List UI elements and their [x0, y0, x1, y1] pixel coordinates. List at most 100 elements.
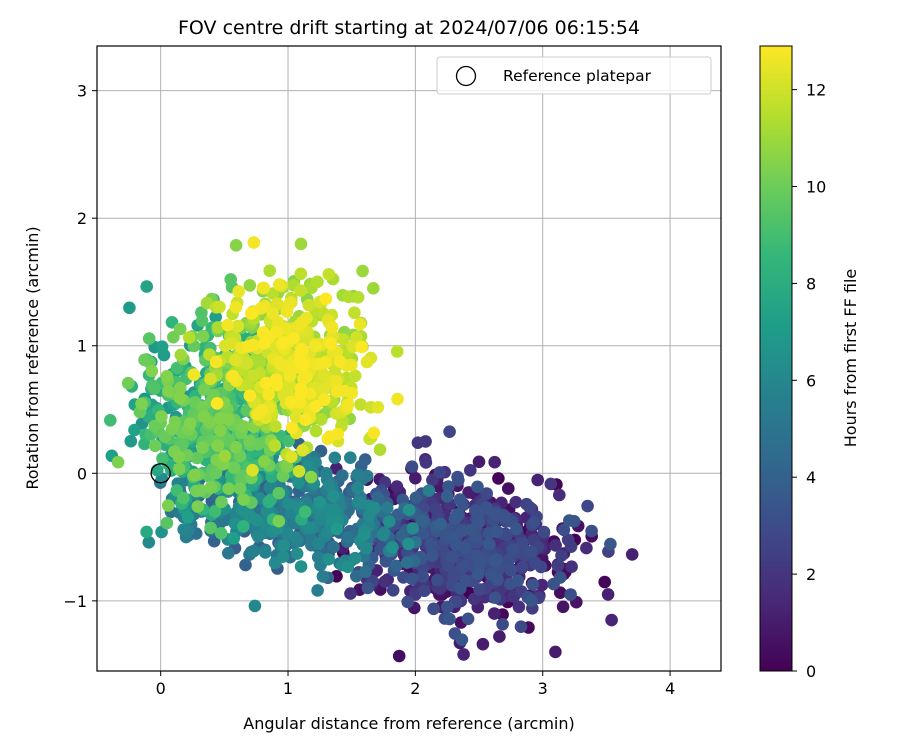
data-point	[243, 279, 257, 292]
data-point	[177, 523, 190, 536]
data-point	[196, 441, 209, 454]
data-point	[409, 471, 422, 485]
y-tick-label: 3	[77, 82, 87, 101]
data-point	[256, 326, 270, 339]
data-point	[493, 630, 506, 643]
data-point	[277, 336, 290, 349]
data-point	[378, 575, 392, 588]
data-point	[174, 348, 188, 362]
y-tick-label: 2	[77, 209, 87, 228]
data-point	[222, 482, 235, 496]
data-point	[464, 523, 478, 537]
data-point	[391, 392, 404, 406]
data-point	[176, 437, 189, 451]
data-point	[327, 540, 340, 554]
x-axis-ticks: 0 1 2 3 4	[156, 671, 675, 698]
legend-box	[436, 56, 712, 95]
data-point	[303, 387, 317, 400]
data-point	[510, 522, 523, 536]
data-point	[196, 329, 210, 343]
data-point	[304, 470, 318, 484]
data-point	[386, 584, 400, 597]
colorbar-tick-label: 4	[806, 468, 816, 487]
data-point	[454, 582, 467, 595]
data-point	[257, 337, 271, 350]
data-point	[294, 237, 308, 251]
data-point	[324, 337, 338, 351]
data-point	[309, 400, 323, 413]
data-point	[142, 332, 156, 345]
data-point	[247, 544, 261, 558]
data-point	[257, 281, 271, 295]
data-point	[336, 469, 349, 482]
data-point	[389, 559, 403, 573]
data-point	[145, 364, 159, 378]
data-point	[585, 524, 598, 538]
data-point	[209, 310, 222, 324]
data-point	[232, 285, 245, 298]
data-point	[554, 586, 567, 599]
data-point	[330, 385, 344, 398]
data-point	[148, 439, 162, 453]
data-point	[424, 537, 438, 551]
legend-label: Reference platepar	[503, 67, 652, 85]
y-axis-label: Rotation from reference (arcmin)	[23, 226, 42, 489]
data-point	[351, 468, 364, 482]
data-point	[221, 318, 234, 332]
data-point	[373, 443, 387, 457]
data-point	[565, 560, 578, 573]
data-point	[605, 613, 618, 627]
data-point	[367, 426, 381, 440]
data-point	[162, 385, 175, 398]
data-point	[191, 500, 205, 513]
data-point	[195, 314, 209, 328]
data-point	[302, 521, 316, 534]
data-point	[503, 553, 516, 566]
data-point	[148, 419, 161, 433]
data-point	[182, 331, 196, 344]
data-point	[283, 378, 296, 392]
data-point	[246, 369, 260, 383]
data-point	[405, 460, 419, 474]
data-point	[259, 546, 272, 559]
data-point	[564, 588, 577, 601]
data-point	[214, 527, 228, 540]
data-point	[446, 550, 460, 564]
data-point	[227, 532, 241, 545]
data-point	[262, 495, 276, 509]
data-point	[243, 434, 256, 448]
data-point	[227, 461, 241, 475]
data-point	[430, 573, 444, 587]
data-point	[173, 462, 186, 476]
data-point	[290, 547, 304, 560]
data-point	[360, 469, 374, 483]
data-point	[296, 343, 309, 357]
data-point	[549, 645, 562, 659]
data-point	[500, 528, 514, 542]
data-point	[214, 424, 227, 437]
data-point	[555, 549, 568, 562]
data-point	[348, 306, 361, 320]
data-point	[311, 275, 324, 289]
data-point	[471, 480, 484, 494]
data-point	[285, 450, 298, 464]
data-point	[488, 455, 502, 469]
data-point	[528, 556, 542, 569]
data-point	[275, 358, 289, 372]
data-point	[509, 495, 523, 509]
data-point	[531, 473, 544, 487]
data-point	[320, 467, 333, 480]
data-point	[268, 439, 282, 452]
data-point	[380, 501, 394, 515]
colorbar-tick-label: 12	[806, 81, 826, 100]
y-tick-label: 1	[77, 337, 87, 356]
data-point	[280, 305, 294, 318]
data-point	[235, 503, 249, 517]
x-tick-label: 1	[283, 679, 293, 698]
data-point	[446, 531, 459, 544]
data-point	[451, 470, 464, 484]
data-point	[504, 563, 517, 577]
data-point	[309, 339, 322, 353]
data-point	[155, 410, 168, 423]
data-point	[376, 528, 390, 542]
